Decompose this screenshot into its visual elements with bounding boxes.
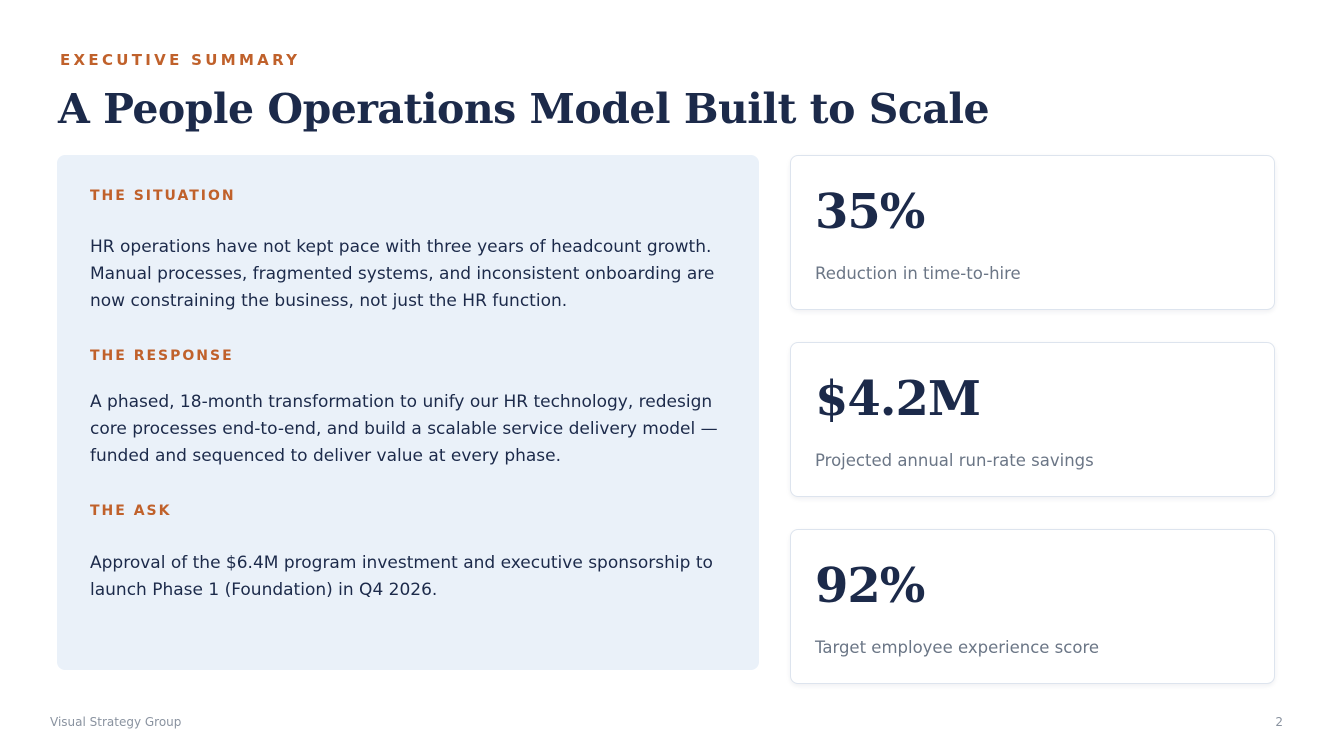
metric-label: Target employee experience score (815, 638, 1100, 657)
metric-card-savings: $4.2M Projected annual run-rate savings (790, 342, 1275, 497)
footer-company-name: Visual Strategy Group (50, 715, 182, 729)
section-eyebrow: EXECUTIVE SUMMARY (60, 51, 301, 69)
page-title: A People Operations Model Built to Scale (58, 85, 990, 133)
situation-text: HR operations have not kept pace with th… (90, 237, 715, 311)
metric-label: Projected annual run-rate savings (815, 451, 1094, 470)
metric-card-experience-score: 92% Target employee experience score (790, 529, 1275, 684)
metric-label: Reduction in time-to-hire (815, 264, 1021, 283)
metric-value: 92% (815, 558, 925, 614)
ask-label: THE ASK (90, 503, 172, 519)
response-text: A phased, 18-month transformation to uni… (90, 392, 718, 466)
summary-panel: THE SITUATION HR operations have not kep… (57, 155, 759, 670)
footer-page-number: 2 (1275, 715, 1283, 729)
metric-value: $4.2M (815, 371, 981, 427)
response-label: THE RESPONSE (90, 348, 234, 364)
metric-value: 35% (815, 184, 925, 240)
ask-text: Approval of the $6.4M program investment… (90, 553, 713, 600)
metric-card-time-to-hire: 35% Reduction in time-to-hire (790, 155, 1275, 310)
situation-label: THE SITUATION (90, 188, 236, 204)
